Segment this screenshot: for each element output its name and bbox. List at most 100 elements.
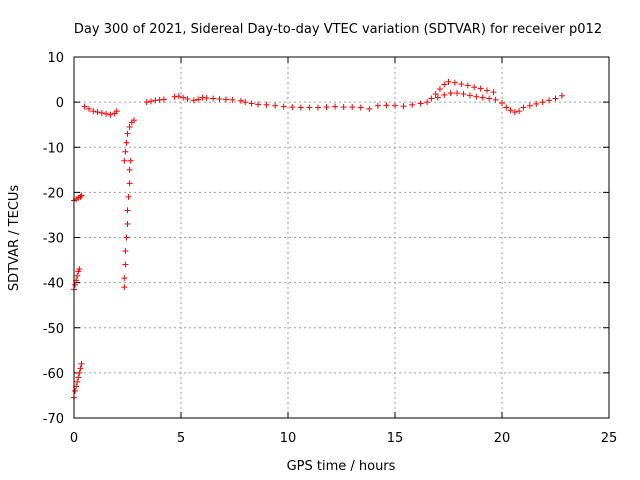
data-point [499,100,505,107]
chart-title: Day 300 of 2021, Sidereal Day-to-day VTE… [74,22,602,37]
data-point [122,248,129,255]
data-point [127,157,134,164]
data-point [126,123,133,130]
data-point [160,96,167,103]
data-point [195,96,202,103]
data-point [297,104,304,111]
data-point [124,207,131,214]
data-point [123,139,130,146]
data-point [190,97,197,104]
data-point [126,180,133,187]
data-point [552,95,559,102]
data-point [428,95,435,102]
data-point [76,369,83,376]
data-point [441,81,448,88]
data-point [255,101,262,108]
data-point [85,105,92,112]
data-point [72,387,79,394]
data-point [74,378,81,385]
data-point [432,91,439,98]
data-point [533,100,540,107]
data-point [175,93,182,100]
data-point [124,130,131,137]
data-point [484,87,491,94]
data-point [520,104,527,111]
data-point [447,90,454,97]
data-point [492,96,499,103]
data-point [72,281,79,288]
data-point [222,96,229,103]
data-point [374,102,381,109]
y-tick-label: -70 [43,412,64,427]
data-point [471,84,478,91]
data-point [94,109,101,116]
data-point [400,103,407,110]
y-tick-label: 0 [56,96,64,111]
data-point [436,86,443,93]
data-point [451,79,458,86]
data-point [75,374,82,381]
data-point [477,85,484,92]
data-point [122,148,129,155]
data-point [76,266,83,273]
data-point [383,102,390,109]
data-point [546,97,553,104]
data-point [366,105,373,112]
data-point [81,103,88,110]
data-point [272,102,279,109]
data-point [357,104,364,111]
data-point [473,93,480,100]
data-point [441,91,448,98]
data-point [289,104,296,111]
data-point [121,157,128,164]
data-point [237,97,244,104]
y-tick-label: -30 [43,232,64,247]
y-axis-ticks: 10 0 -10 -20 -30 -40 -50 -60 -70 [43,51,609,427]
data-point [280,103,287,110]
data-point [124,220,131,227]
data-point [392,102,398,109]
x-tick-label: 15 [387,431,404,446]
data-point [323,104,330,111]
x-axis-label: GPS time / hours [287,459,396,474]
y-tick-label: -10 [43,141,64,156]
y-tick-label: -60 [43,367,64,382]
data-point [130,117,137,124]
data-point [516,108,523,115]
data-point [121,284,128,291]
data-point [113,108,120,115]
data-point [340,104,347,111]
data-series-sdtvar [71,78,565,401]
data-point [464,82,471,89]
data-point [229,96,236,103]
data-point [98,109,105,116]
data-point [486,95,493,102]
data-point [417,100,424,107]
data-point [314,104,321,111]
data-point [90,108,97,115]
data-point [503,104,510,111]
y-tick-label: 10 [47,51,64,66]
data-point [210,95,217,102]
data-point [511,109,518,116]
data-point [148,98,155,105]
data-point [126,166,133,173]
data-point [74,272,81,279]
y-axis-label: SDTVAR / TECUs [7,185,22,292]
plot-frame [73,56,610,419]
x-axis-ticks: 0 5 10 15 20 25 [70,57,617,446]
y-tick-label: -40 [43,277,64,292]
data-point [479,94,486,101]
data-point [349,104,356,111]
data-point [539,99,546,106]
data-point [125,193,132,200]
data-point [424,99,431,106]
data-point [460,91,467,98]
x-tick-label: 5 [177,431,185,446]
grid-lines [74,57,609,418]
data-point [123,234,130,241]
data-point [263,101,270,108]
data-point [143,99,150,106]
data-point [180,94,187,101]
